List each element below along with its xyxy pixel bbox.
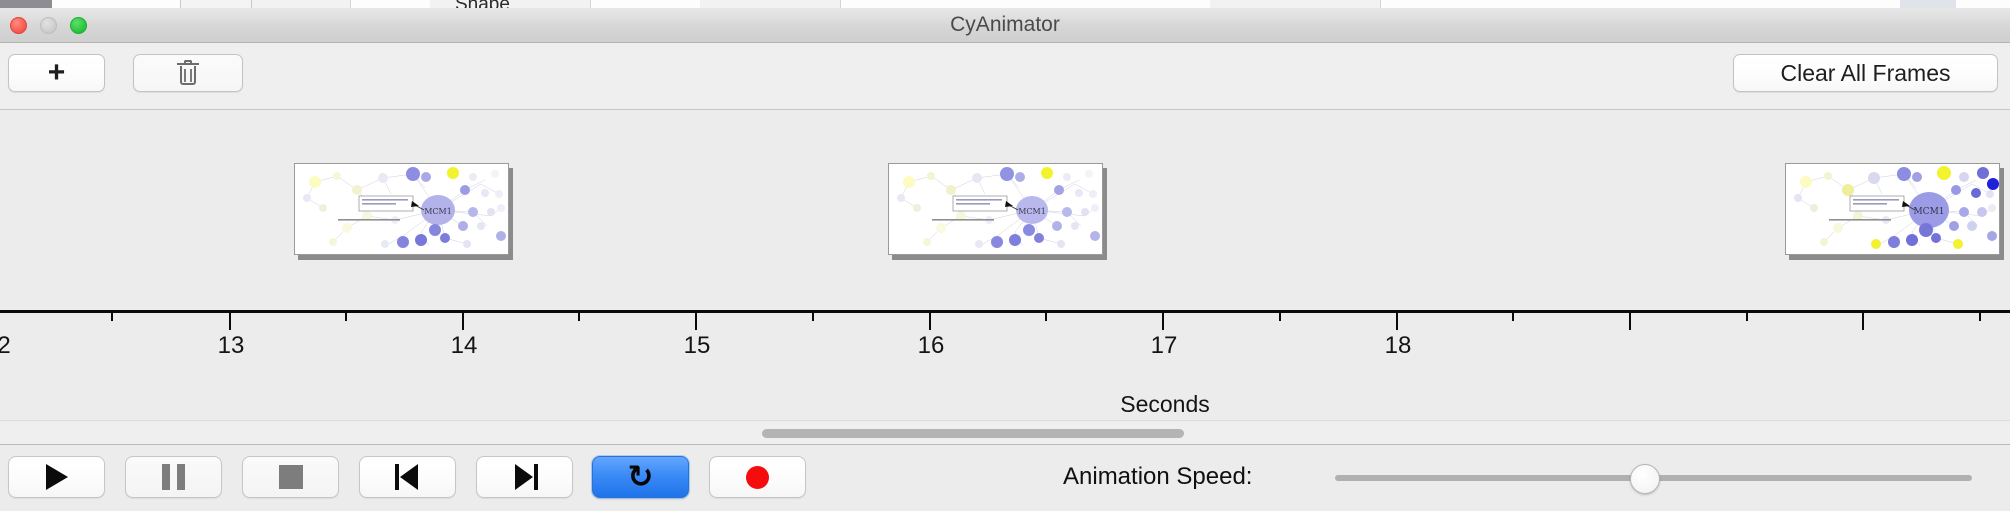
animation-speed-slider-thumb[interactable]	[1630, 464, 1660, 494]
axis-tick-major	[1162, 310, 1164, 330]
axis-tick-minor	[1279, 310, 1281, 321]
zoom-button[interactable]	[70, 17, 87, 34]
svg-text:MCM1: MCM1	[1913, 207, 1944, 217]
skip-to-start-button[interactable]	[359, 456, 456, 498]
skip-forward-icon	[512, 464, 538, 490]
frame-thumbnail-2[interactable]: MCM1	[888, 163, 1107, 260]
axis-tick-label: 17	[1150, 332, 1178, 359]
axis-tick-minor	[812, 310, 814, 321]
background-window-segment	[700, 0, 841, 8]
axis-tick-minor	[111, 310, 113, 321]
window-traffic-lights	[10, 17, 87, 34]
axis-tick-label: 13	[217, 332, 245, 359]
axis-tick-major	[462, 310, 464, 330]
axis-tick-minor	[345, 310, 347, 321]
play-icon	[45, 464, 68, 490]
axis-tick-minor	[1045, 310, 1047, 321]
svg-text:MCM1: MCM1	[424, 207, 452, 216]
record-icon	[746, 465, 769, 489]
frame-image: MCM1	[294, 163, 509, 255]
background-window-toolbar-cell	[180, 0, 252, 8]
pause-icon	[162, 464, 185, 490]
network-graph-thumbnail: MCM1	[1794, 166, 1999, 249]
title-bar: CyAnimator	[0, 8, 2010, 43]
axis-tick-major	[929, 310, 931, 330]
pause-button[interactable]	[125, 456, 222, 498]
axis-tick-minor	[1979, 310, 1981, 321]
delete-frame-button[interactable]	[133, 54, 243, 92]
play-button[interactable]	[8, 456, 105, 498]
network-graph-thumbnail: MCM1	[897, 167, 1100, 248]
axis-tick-major	[695, 310, 697, 330]
axis-tick-label: 18	[1384, 332, 1412, 359]
background-window-dark-segment	[0, 0, 52, 8]
frame-toolbar: + Clear All Frames	[0, 43, 2010, 110]
animation-speed-label: Animation Speed:	[1063, 463, 1253, 490]
axis-tick-major	[229, 310, 231, 330]
timeline-panel[interactable]: MCM1	[0, 110, 2010, 420]
axis-title-label: Seconds	[1120, 391, 1210, 417]
loop-button[interactable]: ↻	[592, 456, 689, 498]
background-window-segment	[240, 0, 351, 8]
svg-text:MCM1: MCM1	[1018, 207, 1046, 216]
timeline-horizontal-scrollbar[interactable]	[0, 420, 2010, 445]
playback-control-bar: ↻ Animation Speed:	[0, 444, 2010, 511]
axis-tick-label: 14	[450, 332, 478, 359]
axis-tick-label: 15	[683, 332, 711, 359]
frame-image: MCM1	[888, 163, 1103, 255]
plus-icon: +	[47, 56, 66, 89]
frame-image: MCM1	[1785, 163, 2000, 255]
minimize-button[interactable]	[40, 17, 57, 34]
trash-icon	[177, 60, 199, 86]
stop-button[interactable]	[242, 456, 339, 498]
add-frame-button[interactable]: +	[8, 54, 105, 92]
skip-back-icon	[394, 464, 421, 490]
background-window-accent	[1900, 0, 1956, 8]
close-button[interactable]	[10, 17, 27, 34]
window-title: CyAnimator	[950, 13, 1060, 36]
frame-thumbnail-1[interactable]: MCM1	[294, 163, 513, 260]
background-window-label-shape: Shape	[455, 0, 510, 8]
scrollbar-thumb[interactable]	[762, 429, 1184, 438]
axis-tick-minor	[578, 310, 580, 321]
axis-tick-major	[1396, 310, 1398, 330]
axis-tick-label: 16	[917, 332, 945, 359]
loop-icon: ↻	[627, 458, 654, 495]
axis-title: Seconds	[0, 391, 2010, 418]
axis-tick-major	[1629, 310, 1631, 330]
timeline-axis-line	[0, 310, 2010, 313]
axis-tick-minor	[1746, 310, 1748, 321]
network-graph-thumbnail: MCM1	[303, 167, 506, 248]
clear-all-frames-label: Clear All Frames	[1780, 59, 1951, 86]
frame-thumbnail-3[interactable]: MCM1	[1785, 163, 2004, 260]
clear-all-frames-button[interactable]: Clear All Frames	[1733, 54, 1998, 92]
axis-tick-label: 2	[0, 332, 11, 359]
stop-icon	[278, 465, 303, 489]
axis-tick-minor	[1512, 310, 1514, 321]
axis-tick-major	[1862, 310, 1864, 330]
background-window-segment	[430, 0, 591, 8]
skip-to-end-button[interactable]	[476, 456, 573, 498]
record-button[interactable]	[709, 456, 806, 498]
background-window-segment	[1210, 0, 1381, 8]
